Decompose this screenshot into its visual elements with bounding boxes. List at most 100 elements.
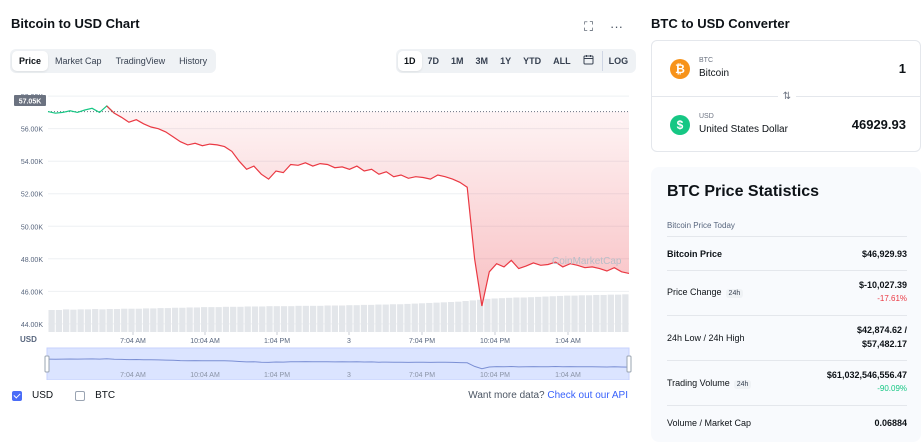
stats-title: BTC Price Statistics <box>667 183 820 200</box>
volume-bar <box>128 308 135 332</box>
from-code: BTC <box>699 57 713 64</box>
volume-bar <box>215 307 222 332</box>
change-label-text: Price Change <box>667 287 722 297</box>
swap-icon[interactable]: ⇅ <box>778 88 796 106</box>
stat-row-vol-mcap: Volume / Market Cap 0.06884 <box>667 405 907 442</box>
calendar-icon[interactable] <box>577 51 600 71</box>
to-amount-input[interactable]: 46929.93 <box>851 117 906 132</box>
y-tick-label: 50.00K <box>21 224 44 231</box>
converter-to-row[interactable]: $ USD United States Dollar 46929.93 <box>652 97 920 153</box>
stat-row-price: Bitcoin Price $46,929.93 <box>667 236 907 270</box>
volume-bar <box>106 309 113 332</box>
volume-bar <box>440 302 447 332</box>
volume-bar <box>476 299 484 332</box>
volume-bar <box>237 306 244 332</box>
fullscreen-icon[interactable]: ⛶ <box>584 19 594 34</box>
price-area-fill <box>106 105 630 307</box>
y-tick-label: 44.00K <box>21 322 44 329</box>
volume-bar <box>295 305 302 332</box>
x-tick-label: 10:04 AM <box>190 338 220 345</box>
stat-row-change: Price Change 24h $-10,027.39 -17.61% <box>667 270 907 315</box>
x-tick-label: 3 <box>347 338 351 345</box>
converter-box: ₿ BTC Bitcoin 1 $ USD United States Doll… <box>651 40 921 152</box>
navigator-tick-label: 7:04 AM <box>120 372 146 379</box>
range-1d[interactable]: 1D <box>398 51 422 71</box>
volume-bar <box>84 309 92 332</box>
tab-price[interactable]: Price <box>12 51 49 71</box>
price-line-down <box>106 105 630 307</box>
navigator-tick-label: 7:04 PM <box>409 372 435 379</box>
tab-market-cap[interactable]: Market Cap <box>55 56 102 66</box>
volume-bar <box>368 304 375 332</box>
volume-bar <box>346 305 353 332</box>
from-amount-input[interactable]: 1 <box>898 61 906 76</box>
volume-bar <box>622 294 629 332</box>
volume-bar <box>527 297 535 332</box>
range-1m[interactable]: 1M <box>451 56 464 66</box>
stats-subtitle: Bitcoin Price Today <box>667 221 735 230</box>
tab-tradingview[interactable]: TradingView <box>115 56 166 66</box>
volume-bar <box>520 297 527 332</box>
volume-bar <box>426 302 433 332</box>
from-name: Bitcoin <box>699 68 730 79</box>
log-toggle[interactable]: LOG <box>601 51 635 71</box>
volume-bar <box>280 306 288 332</box>
x-tick-label: 1:04 PM <box>264 338 290 345</box>
stat-row-lowhigh: 24h Low / 24h High $42,874.62 / $57,482.… <box>667 315 907 360</box>
volume-bar <box>135 308 142 332</box>
volume-bar <box>302 305 309 332</box>
volume-bar <box>382 304 389 332</box>
range-7d[interactable]: 7D <box>427 56 440 66</box>
volume-bar <box>469 300 476 332</box>
navigator-left-handle[interactable] <box>44 355 50 373</box>
volume-bar <box>331 305 338 332</box>
volume-bar <box>455 301 462 332</box>
reference-label: 57.05K <box>19 99 42 106</box>
range-selector: 1D 7D 1M 3M 1Y YTD ALL LOG <box>396 49 637 73</box>
navigator-right-handle[interactable] <box>626 355 632 373</box>
volume-bar <box>150 308 157 332</box>
more-data: Want more data? Check out our API <box>468 390 628 401</box>
to-code: USD <box>699 113 714 120</box>
range-1y[interactable]: 1Y <box>500 56 512 66</box>
api-link[interactable]: Check out our API <box>547 390 628 401</box>
volume-bar <box>179 307 186 332</box>
navigator-tick-label: 1:04 AM <box>555 372 581 379</box>
range-ytd[interactable]: YTD <box>523 56 542 66</box>
volume-bar <box>498 298 506 332</box>
volume-bar <box>208 307 215 332</box>
more-data-text: Want more data? <box>468 390 545 401</box>
volume-bar <box>556 295 564 332</box>
volume-bar <box>411 303 418 332</box>
volume-bar <box>142 308 150 332</box>
volume-bar <box>433 302 440 332</box>
y-tick-label: 48.00K <box>21 257 44 264</box>
volume-bar <box>600 294 607 332</box>
volume-bar <box>193 307 201 332</box>
y-tick-label: 56.00K <box>21 127 44 134</box>
volume-bar <box>585 295 593 332</box>
btc-checkbox[interactable] <box>75 390 86 401</box>
dollar-icon: $ <box>670 115 690 135</box>
volume-bar <box>491 298 498 332</box>
x-tick-label: 7:04 PM <box>409 338 435 345</box>
volume-bar <box>222 306 230 332</box>
volume-bar <box>259 306 266 332</box>
stat-value-low: $42,874.62 / <box>856 325 907 335</box>
stat-value-vol-mcap: 0.06884 <box>874 418 907 428</box>
range-3m[interactable]: 3M <box>475 56 489 66</box>
volume-bar <box>63 309 70 332</box>
volume-bar <box>324 305 331 332</box>
price-chart[interactable]: 58.00K56.00K54.00K52.00K50.00K48.00K46.0… <box>0 80 640 380</box>
y-tick-label: 54.00K <box>21 159 44 166</box>
more-options-icon[interactable]: ··· <box>610 19 623 34</box>
volume-bar <box>48 310 55 332</box>
change-badge: 24h <box>725 289 744 298</box>
range-all[interactable]: ALL <box>553 56 571 66</box>
volume-bar <box>535 296 542 332</box>
usd-checkbox[interactable] <box>12 390 22 401</box>
volume-bar <box>484 298 491 332</box>
navigator-tick-label: 1:04 PM <box>264 372 290 379</box>
tab-history[interactable]: History <box>179 56 208 66</box>
watermark-logo: CoinMarketCap <box>552 256 622 267</box>
